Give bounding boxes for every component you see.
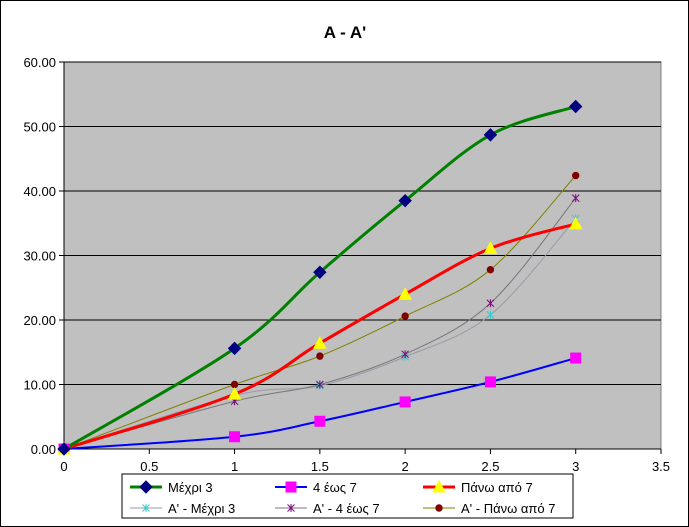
data-point-0-3 — [398, 193, 412, 208]
x-tick-label: 1 — [231, 459, 238, 474]
chart-title: A - A' — [324, 23, 366, 42]
series-markers — [57, 99, 583, 456]
data-point-4-3 — [401, 350, 409, 359]
data-point-1-1 — [229, 431, 241, 443]
data-point-0-2 — [313, 265, 327, 279]
legend-marker — [435, 504, 443, 512]
legend-entry-0: Μέχρι 3 — [168, 480, 213, 495]
legend: Μέχρι 3 4 έως 7 Πάνω από 7 Α' - Μέχρι 3 Α' -… — [121, 473, 574, 519]
data-point-2-4 — [483, 241, 498, 254]
data-point-1-2 — [314, 415, 326, 427]
series-line-4 — [63, 197, 577, 450]
x-tick-label: 0.5 — [140, 459, 158, 474]
axes: 0.00 10.00 20.00 30.00 40.00 50.00 60.00 0 0.5 1 1… — [23, 55, 670, 474]
legend-marker — [285, 481, 297, 493]
legend-marker — [287, 504, 295, 512]
y-tick-label: 30.00 — [23, 249, 56, 264]
series-line-3 — [63, 218, 577, 450]
legend-entry-1: 4 έως 7 — [313, 480, 357, 495]
y-tick-label: 50.00 — [23, 120, 56, 135]
x-tick-label: 2 — [402, 459, 409, 474]
y-tick-label: 40.00 — [23, 184, 56, 199]
data-point-2-2 — [313, 336, 327, 349]
data-point-0-0 — [57, 442, 71, 456]
legend-marker — [432, 479, 446, 493]
x-tick-label: 3.5 — [652, 459, 670, 474]
data-point-1-3 — [399, 396, 411, 408]
y-tick-label: 20.00 — [23, 313, 56, 328]
data-point-2-5 — [568, 216, 583, 230]
legend-box — [121, 473, 574, 519]
y-tick-label: 60.00 — [23, 55, 56, 70]
legend-entry-3: Α' - Μέχρι 3 — [168, 501, 235, 516]
data-point-1-5 — [570, 352, 582, 364]
legend-entry-5: Α' - Πάνω από 7 — [461, 501, 555, 516]
series-line-5 — [63, 175, 577, 450]
legend-entry-4: Α' - 4 έως 7 — [313, 501, 380, 516]
data-point-5-5 — [572, 171, 580, 180]
data-point-1-4 — [484, 376, 496, 388]
data-point-0-1 — [227, 341, 242, 356]
x-tick-label: 1.5 — [311, 459, 329, 474]
data-point-4-5 — [571, 194, 580, 203]
data-point-2-3 — [398, 287, 412, 300]
legend-entry-2: Πάνω από 7 — [461, 480, 533, 495]
data-point-5-3 — [401, 312, 409, 320]
data-point-0-5 — [569, 99, 583, 114]
legend-marker — [142, 504, 150, 512]
data-point-5-1 — [230, 380, 239, 389]
x-tick-label: 0 — [60, 459, 67, 474]
legend-marker — [139, 480, 153, 494]
data-point-5-4 — [486, 265, 495, 274]
data-point-0-4 — [483, 128, 498, 142]
data-point-4-4 — [486, 299, 495, 308]
data-point-5-2 — [316, 352, 324, 360]
data-point-3-4 — [486, 310, 495, 319]
y-tick-label: 10.00 — [23, 378, 56, 393]
x-tick-label: 2.5 — [481, 459, 499, 474]
y-tick-label: 0.00 — [31, 442, 56, 457]
data-point-4-2 — [316, 380, 324, 389]
x-tick-label: 3 — [572, 459, 579, 474]
data-point-2-1 — [227, 387, 242, 400]
